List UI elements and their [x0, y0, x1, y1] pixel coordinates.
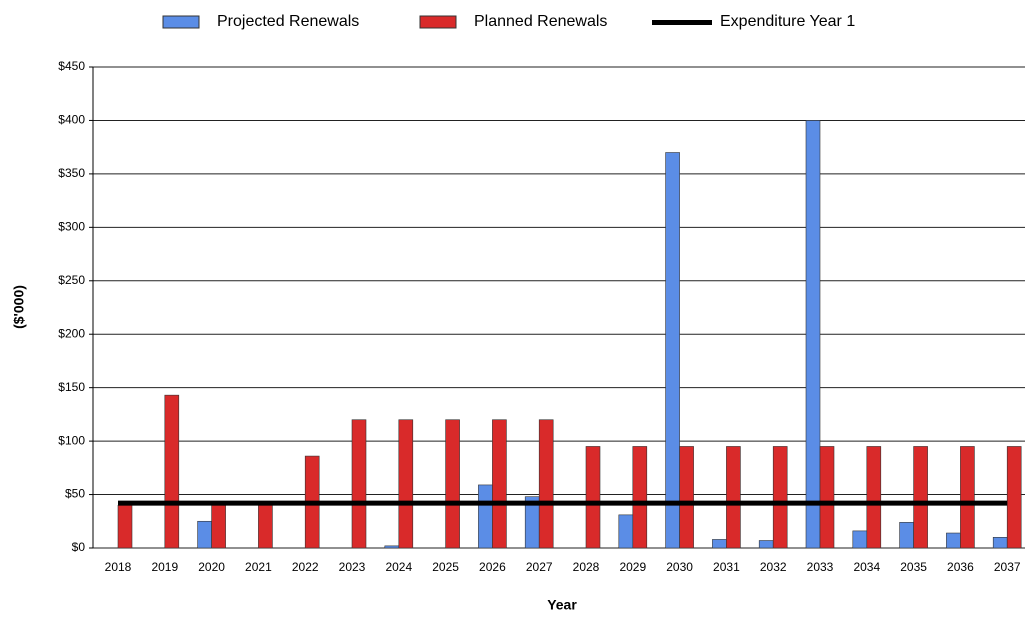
- bar: [805, 120, 821, 549]
- bar: [1006, 446, 1022, 549]
- bar: [960, 446, 975, 549]
- y-tick-label: $200: [58, 326, 85, 340]
- x-tick-label: 2032: [760, 560, 787, 574]
- bar: [852, 530, 868, 549]
- bar: [351, 419, 367, 549]
- y-tick-label: $300: [58, 220, 85, 234]
- y-tick-label: $400: [58, 113, 85, 127]
- x-tick-label: 2018: [105, 560, 132, 574]
- x-tick-label: 2033: [807, 560, 834, 574]
- y-tick-label: $250: [58, 273, 85, 287]
- x-tick-label: 2029: [619, 560, 646, 574]
- bar: [772, 446, 788, 549]
- x-tick-label: 2021: [245, 560, 272, 574]
- bar: [538, 419, 554, 549]
- y-tick-label: $150: [58, 380, 85, 394]
- x-tick-label: 2020: [198, 560, 225, 574]
- bar: [211, 504, 226, 549]
- legend-label: Projected Renewals: [217, 13, 359, 30]
- bar: [913, 446, 928, 549]
- y-tick-label: $50: [65, 487, 85, 501]
- bar: [117, 504, 133, 549]
- bar: [712, 539, 727, 549]
- y-tick-label: $450: [58, 59, 85, 73]
- bar: [679, 446, 694, 549]
- x-tick-label: 2019: [151, 560, 178, 574]
- y-tick-label: $0: [72, 540, 86, 554]
- bar: [445, 419, 460, 549]
- legend-swatch: [162, 15, 200, 29]
- x-tick-label: 2028: [573, 560, 600, 574]
- x-tick-label: 2030: [666, 560, 693, 574]
- bar: [398, 419, 414, 549]
- y-tick-label: $350: [58, 166, 85, 180]
- x-tick-label: 2024: [385, 560, 412, 574]
- bar: [758, 540, 774, 549]
- bar: [384, 545, 400, 549]
- legend-label: Expenditure Year 1: [720, 13, 855, 30]
- bar: [632, 446, 648, 549]
- bar: [258, 504, 273, 549]
- legend-swatch: [652, 20, 712, 25]
- bar: [164, 394, 180, 549]
- x-tick-label: 2025: [432, 560, 459, 574]
- bar: [819, 446, 835, 549]
- x-tick-label: 2027: [526, 560, 553, 574]
- bar: [899, 522, 914, 549]
- bar: [585, 446, 601, 549]
- y-tick-label: $100: [58, 433, 85, 447]
- x-tick-label: 2034: [853, 560, 880, 574]
- bar: [478, 484, 493, 549]
- x-tick-label: 2037: [994, 560, 1021, 574]
- legend-label: Planned Renewals: [474, 13, 607, 30]
- bar: [992, 537, 1008, 549]
- bar: [866, 446, 882, 549]
- y-axis-title: ($'000): [11, 285, 27, 329]
- bar: [618, 514, 634, 549]
- bar: [665, 152, 680, 549]
- bar: [946, 532, 961, 549]
- x-tick-label: 2026: [479, 560, 506, 574]
- x-tick-label: 2036: [947, 560, 974, 574]
- x-tick-label: 2023: [339, 560, 366, 574]
- x-tick-label: 2022: [292, 560, 319, 574]
- legend-swatch: [419, 15, 457, 29]
- bar: [492, 419, 507, 549]
- bar: [197, 520, 212, 549]
- x-axis-title: Year: [547, 597, 577, 613]
- x-tick-label: 2035: [900, 560, 927, 574]
- x-tick-label: 2031: [713, 560, 740, 574]
- bar: [726, 446, 741, 549]
